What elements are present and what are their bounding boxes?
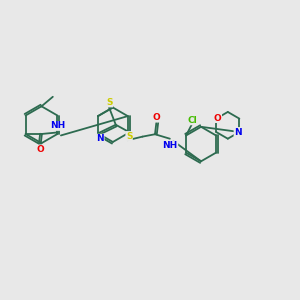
Text: S: S bbox=[126, 131, 132, 140]
Text: O: O bbox=[37, 145, 44, 154]
Text: N: N bbox=[234, 128, 242, 136]
Text: S: S bbox=[106, 98, 113, 107]
Text: NH: NH bbox=[51, 122, 66, 130]
Text: N: N bbox=[97, 134, 104, 143]
Text: Cl: Cl bbox=[188, 116, 197, 125]
Text: O: O bbox=[214, 113, 222, 122]
Text: O: O bbox=[153, 113, 160, 122]
Text: NH: NH bbox=[163, 141, 178, 150]
